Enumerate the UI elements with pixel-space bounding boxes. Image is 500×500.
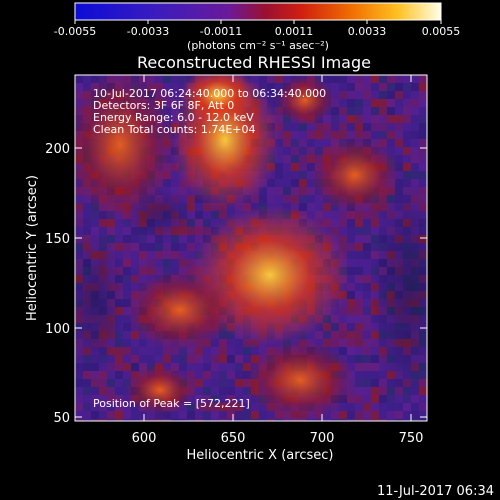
- image-frame: [74, 74, 428, 422]
- x-tick-label: 750: [399, 431, 424, 446]
- x-tick-label: 600: [132, 431, 157, 446]
- colorbar-gradient: [74, 2, 442, 21]
- footer-timestamp: 11-Jul-2017 06:34: [377, 484, 494, 499]
- rhessi-image: [75, 75, 427, 421]
- colorbar-tick-label: 0.0011: [275, 25, 314, 38]
- info-line: Detectors: 3F 6F 8F, Att 0: [93, 99, 234, 112]
- y-axis-ticks: [75, 147, 427, 418]
- colorbar-unit-label: (photons cm⁻² s⁻¹ asec⁻²): [187, 39, 329, 52]
- info-line: 10-Jul-2017 06:24:40.000 to 06:34:40.000: [93, 87, 326, 100]
- image-title: Reconstructed RHESSI Image: [137, 53, 371, 72]
- info-line: Energy Range: 6.0 - 12.0 keV: [93, 111, 254, 124]
- y-tick-label: 50: [53, 411, 70, 426]
- x-axis-ticks: [143, 75, 412, 421]
- x-tick-label: 650: [221, 431, 246, 446]
- colorbar-tick-label: -0.0055: [54, 25, 96, 38]
- colorbar-tick-label: -0.0011: [200, 25, 242, 38]
- colorbar-tick-label: 0.0055: [422, 25, 461, 38]
- peak-position-label: Position of Peak = [572,221]: [93, 397, 250, 410]
- colorbar-ticks: [74, 20, 442, 24]
- x-axis-label: Heliocentric X (arcsec): [187, 448, 334, 463]
- y-tick-label: 200: [45, 142, 70, 157]
- colorbar-tick-label: -0.0033: [127, 25, 169, 38]
- y-tick-label: 100: [45, 322, 70, 337]
- colorbar: -0.0055 -0.0033 -0.0011 0.0011 0.0033 0.…: [54, 2, 461, 52]
- info-line: Clean Total counts: 1.74E+04: [93, 123, 256, 136]
- y-axis-label: Heliocentric Y (arcsec): [25, 175, 40, 321]
- colorbar-tick-label: 0.0033: [348, 25, 387, 38]
- x-tick-label: 700: [310, 431, 335, 446]
- y-tick-label: 150: [45, 232, 70, 247]
